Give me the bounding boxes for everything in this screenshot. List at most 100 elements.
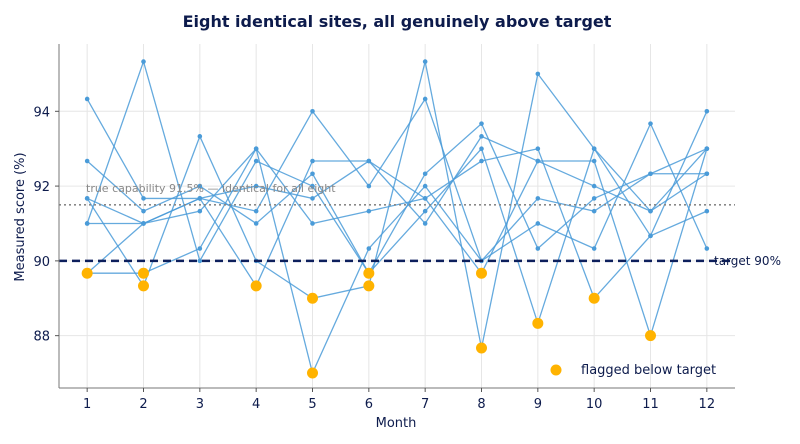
- series-point: [422, 196, 428, 201]
- series-point: [704, 109, 710, 114]
- flagged-point: [476, 267, 487, 279]
- y-tick-label: 94: [33, 105, 50, 120]
- series-point: [648, 121, 653, 126]
- series-point: [535, 221, 541, 226]
- series-point: [535, 146, 541, 151]
- series-point: [535, 196, 541, 201]
- capability-label: true capability 91.5% — identical for al…: [86, 182, 336, 195]
- series-point: [704, 146, 710, 151]
- series-point: [648, 233, 653, 239]
- flagged-point: [307, 292, 318, 304]
- series-line-3: [86, 61, 708, 349]
- series-point: [253, 221, 259, 226]
- chart-title: Eight identical sites, all genuinely abo…: [183, 12, 612, 31]
- x-axis-label: Month: [376, 416, 417, 431]
- series-point: [310, 171, 315, 177]
- series-point: [84, 221, 90, 226]
- x-tick-label: 8: [477, 397, 485, 412]
- series-point: [141, 59, 146, 64]
- flagged-point: [645, 330, 656, 342]
- x-tick-label: 12: [699, 397, 716, 412]
- series-point: [84, 96, 90, 102]
- flagged-markers: [81, 267, 656, 379]
- flagged-point: [138, 267, 149, 279]
- series-point: [253, 146, 259, 151]
- flagged-point: [476, 342, 487, 354]
- series-point: [253, 158, 259, 164]
- x-tick-label: 5: [308, 397, 316, 412]
- series-line-7: [87, 147, 708, 300]
- x-tick-label: 11: [642, 397, 659, 412]
- flagged-point: [588, 292, 600, 304]
- x-tick-label: 7: [421, 397, 429, 412]
- series-point: [648, 208, 653, 214]
- series-point: [197, 183, 203, 189]
- series-line-1: [86, 97, 707, 263]
- x-tick-label: 6: [365, 397, 373, 412]
- target-label: target 90%: [714, 254, 781, 268]
- y-axis-label: Measured score (%): [13, 152, 28, 281]
- x-tick-label: 2: [139, 397, 147, 412]
- series-point: [535, 246, 541, 251]
- legend-label: flagged below target: [581, 363, 716, 378]
- series-point: [479, 146, 484, 151]
- flagged-point: [363, 267, 375, 279]
- series-point: [704, 208, 710, 214]
- series-point: [422, 208, 428, 214]
- series-point: [197, 246, 203, 251]
- series-point: [197, 258, 203, 264]
- series-point: [535, 158, 541, 164]
- series-point: [366, 158, 372, 164]
- series-point: [253, 183, 259, 189]
- series-point: [84, 158, 90, 164]
- series-point: [310, 158, 315, 164]
- x-tick-label: 3: [196, 397, 204, 412]
- flagged-point: [363, 280, 375, 292]
- y-tick-label: 92: [33, 180, 50, 195]
- series-point: [422, 96, 428, 102]
- x-tick-label: 10: [586, 397, 603, 412]
- series-point: [366, 208, 372, 214]
- series-line-5: [86, 59, 708, 326]
- flagged-point: [250, 280, 262, 292]
- series-point: [197, 196, 203, 201]
- y-tick-label: 88: [33, 330, 50, 345]
- y-tick-label: 90: [33, 255, 50, 270]
- series-point: [310, 109, 315, 114]
- legend-flagged-marker: [550, 364, 562, 376]
- flagged-point: [307, 367, 318, 379]
- series-point: [422, 183, 428, 189]
- series-point: [479, 158, 484, 164]
- x-tick-label: 4: [252, 397, 260, 412]
- series-point: [591, 158, 597, 164]
- series-point: [197, 134, 203, 139]
- x-tick-label: 1: [83, 397, 91, 412]
- series-line-2: [86, 122, 708, 275]
- series-line-8: [86, 135, 708, 225]
- series-point: [479, 121, 484, 126]
- series-point: [310, 221, 315, 226]
- series-point: [141, 208, 146, 214]
- series-layer: [84, 59, 710, 376]
- series-point: [704, 246, 710, 251]
- series-point: [310, 183, 315, 189]
- series-point: [197, 208, 203, 214]
- series-point: [704, 171, 710, 177]
- series-point: [422, 59, 428, 64]
- series-point: [422, 221, 428, 226]
- series-point: [591, 208, 597, 214]
- series-point: [366, 246, 372, 251]
- reference-lines: target 90% true capability 91.5% — identi…: [59, 182, 781, 268]
- series-point: [141, 196, 146, 201]
- series-point: [591, 146, 597, 151]
- series-point: [310, 196, 315, 201]
- series-point: [253, 208, 259, 214]
- x-tick-label: 9: [534, 397, 542, 412]
- series-point: [591, 246, 597, 251]
- series-point: [479, 134, 484, 139]
- series-point: [535, 71, 541, 77]
- series-point: [591, 183, 597, 189]
- series-point: [84, 196, 90, 201]
